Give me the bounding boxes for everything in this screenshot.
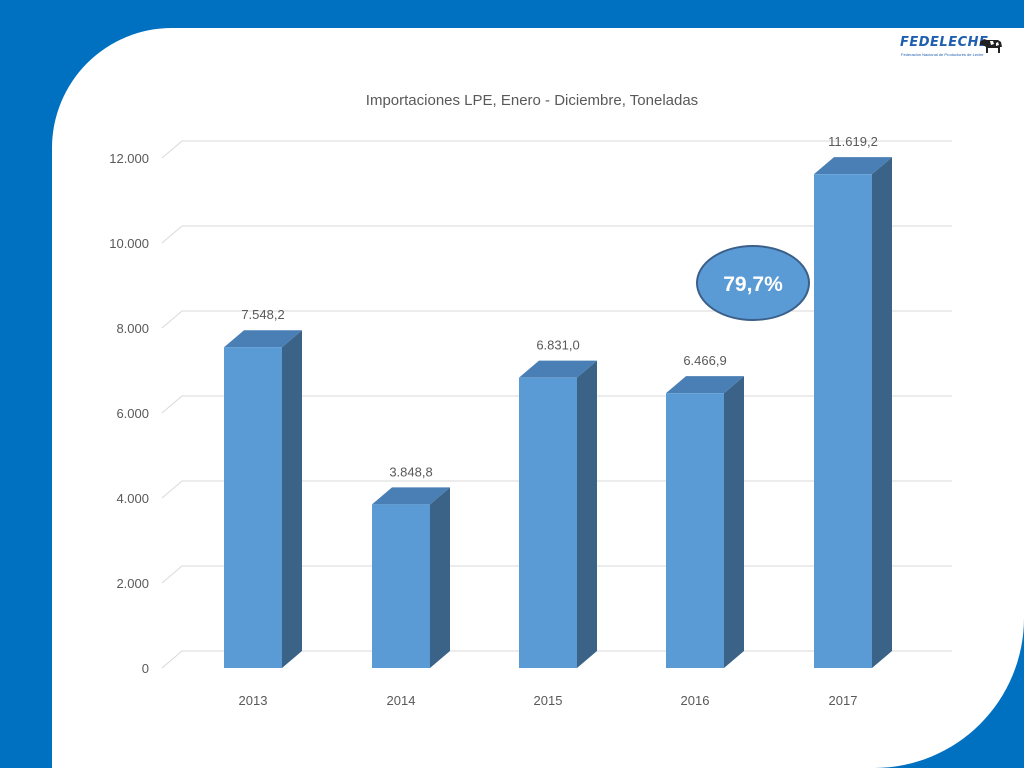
bar-side [430,487,450,668]
x-tick-label: 2017 [829,693,858,708]
y-tick-label: 4.000 [116,491,149,506]
bar [519,360,597,668]
y-tick-label: 8.000 [116,321,149,336]
bar-top [814,157,892,175]
bar-side [724,376,744,668]
growth-annotation-text: 79,7% [723,273,783,296]
data-label: 3.848,8 [389,464,432,479]
y-tick-label: 6.000 [116,406,149,421]
bar-chart: Importaciones LPE, Enero - Diciembre, To… [109,92,952,708]
growth-annotation-bubble [696,245,810,321]
data-labels: 7.548,2 3.848,8 6.831,0 6.466,9 11.619,2 [241,134,878,479]
x-tick-label: 2014 [387,693,416,708]
data-label: 7.548,2 [241,307,284,322]
gridline [161,310,952,329]
gridline [161,225,952,244]
bar [814,157,892,668]
bar-top [372,487,450,505]
y-tick-label: 2.000 [116,576,149,591]
x-axis-tick-labels: 2013 2014 2015 2016 2017 [239,693,858,708]
bar-front [814,174,872,668]
bar [666,376,744,668]
slide-background: FEDELECHE Federación Nacional de Product… [52,28,1024,768]
bar-front [224,347,282,668]
y-tick-label: 0 [142,661,149,676]
data-label: 11.619,2 [828,134,878,149]
x-tick-label: 2013 [239,693,268,708]
logo-wordmark: FEDELECHE [900,35,989,50]
bar-side [872,157,892,668]
logo-tagline: Federación Nacional de Productores de Le… [901,52,984,57]
y-tick-label: 12.000 [109,151,149,166]
x-tick-label: 2015 [534,693,563,708]
chart-title: Importaciones LPE, Enero - Diciembre, To… [366,92,698,109]
bar-side [577,360,597,668]
bar-side [282,330,302,668]
x-tick-label: 2016 [681,693,710,708]
bar-top [666,376,744,394]
bar [224,330,302,668]
growth-annotation: 79,7% [696,245,810,321]
bar-top [224,330,302,348]
y-axis-tick-labels: 0 2.000 4.000 6.000 8.000 10.000 12.000 [109,151,149,676]
bar-front [519,377,577,668]
bars [224,157,892,668]
bar [372,487,450,668]
gridline [161,140,952,159]
data-label: 6.466,9 [683,353,726,368]
fedeleche-logo: FEDELECHE Federación Nacional de Product… [900,34,1006,62]
data-label: 6.831,0 [536,338,579,353]
bar-front [372,504,430,668]
bar-front [666,393,724,668]
bar-top [519,360,597,378]
y-tick-label: 10.000 [109,236,149,251]
cow-icon [980,39,1002,53]
